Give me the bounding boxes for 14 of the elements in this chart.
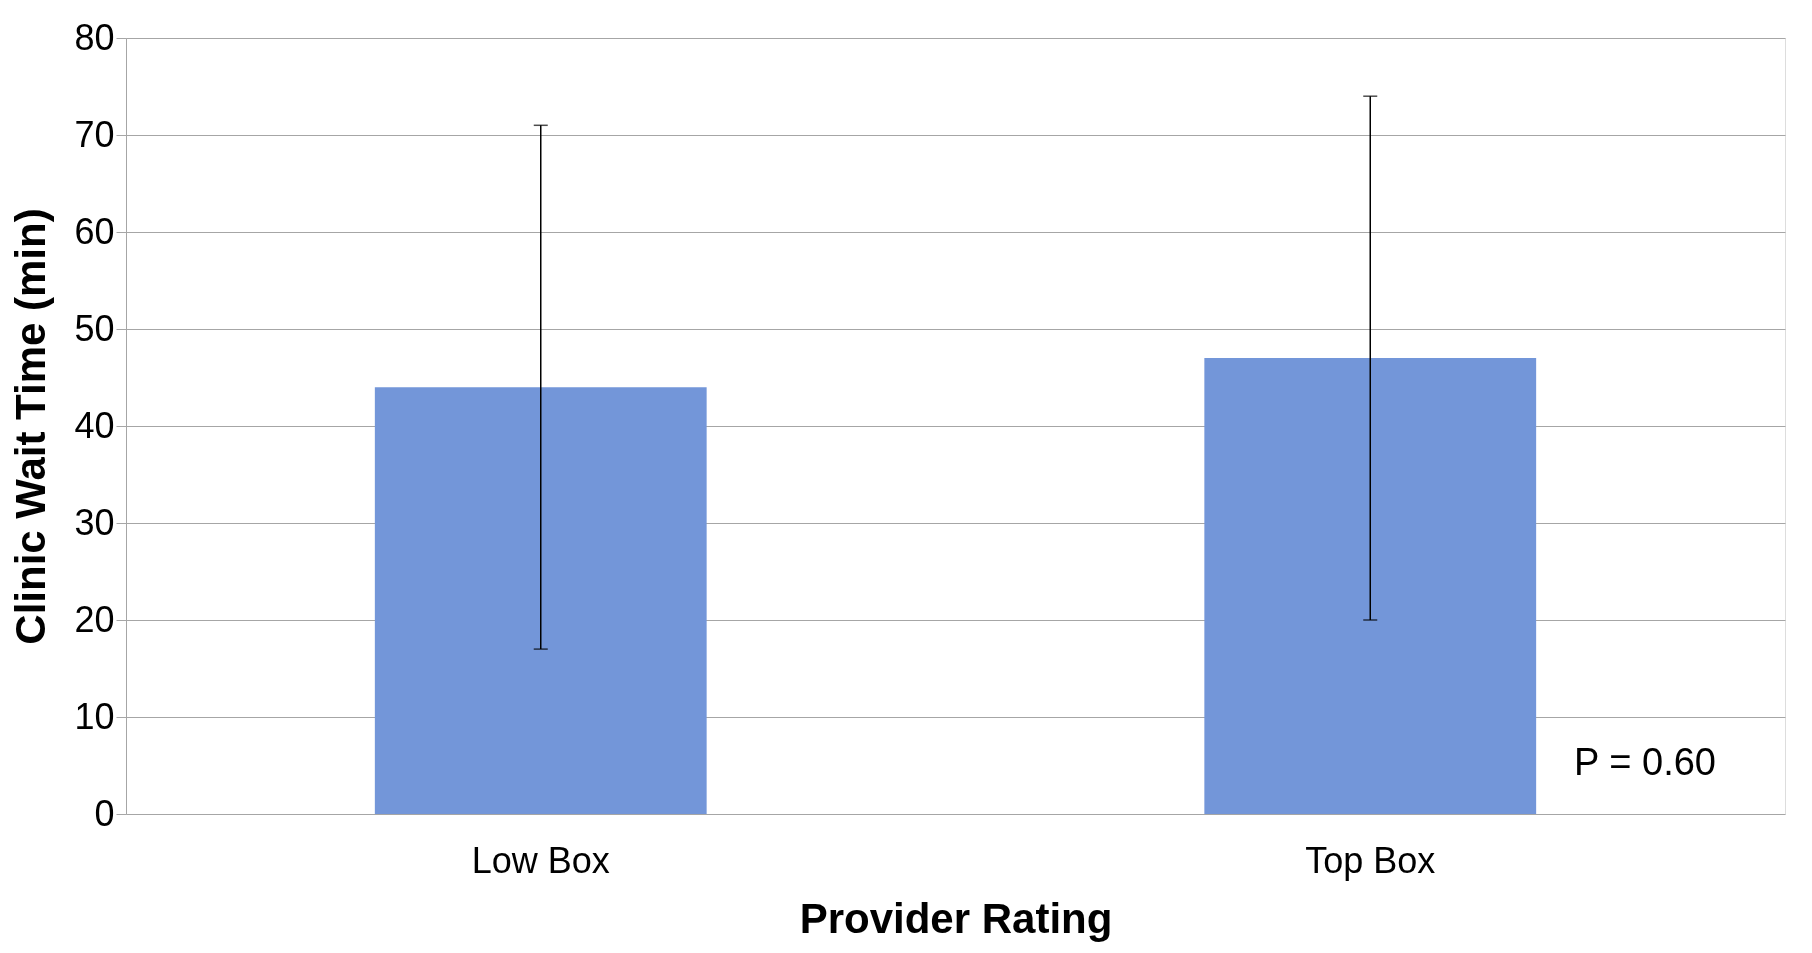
annotation: P = 0.60 xyxy=(1574,741,1716,783)
x-axis-title: Provider Rating xyxy=(799,894,1113,942)
x-tick-label: Low Box xyxy=(471,839,610,881)
x-tick-label: Top Box xyxy=(1305,839,1436,881)
y-tick-label: 80 xyxy=(74,16,115,58)
y-tick-label: 10 xyxy=(74,695,115,737)
y-tick-label: 40 xyxy=(74,404,115,446)
y-tick-label: 30 xyxy=(74,501,115,543)
y-tick-label: 50 xyxy=(74,307,115,349)
y-tick-label: 70 xyxy=(74,113,115,155)
y-axis-title: Clinic Wait Time (min) xyxy=(7,208,55,645)
y-tick-label: 60 xyxy=(74,210,115,252)
y-tick-label: 20 xyxy=(74,598,115,640)
y-tick-label: 0 xyxy=(94,792,115,834)
